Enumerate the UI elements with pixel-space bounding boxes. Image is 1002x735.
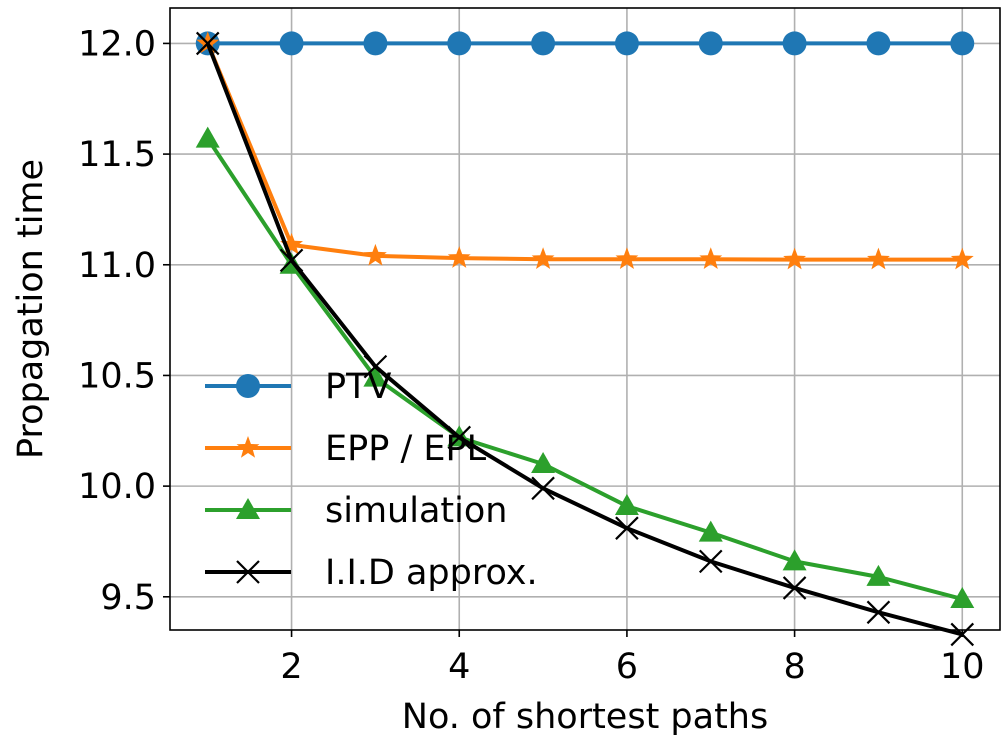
legend-label-epp-epl: EPP / EPL — [325, 429, 487, 469]
data-point-ptv — [782, 31, 807, 56]
data-point-i-i-d-approx — [531, 476, 555, 501]
grid — [170, 8, 1000, 630]
data-point-epp-epl — [783, 247, 807, 270]
data-point-i-i-d-approx — [195, 31, 220, 56]
data-point-ptv — [950, 31, 975, 56]
x-tick-label: 4 — [448, 647, 470, 687]
x-tick-label: 8 — [783, 647, 805, 687]
y-tick-label: 11.0 — [78, 246, 156, 286]
x-tick-label: 2 — [280, 647, 302, 687]
data-point-epp-epl — [950, 247, 974, 270]
series-ptv — [195, 31, 975, 56]
series-line-simulation — [206, 137, 963, 601]
legend-item-ptv: PTV — [205, 367, 391, 407]
y-tick-label: 11.5 — [78, 135, 156, 175]
legend-item-epp-epl: EPP / EPL — [205, 429, 487, 469]
data-point-simulation — [782, 549, 807, 571]
data-point-ptv — [447, 31, 472, 56]
y-tick-label: 9.5 — [100, 578, 156, 618]
plot-frame — [169, 7, 1001, 631]
x-axis-title: No. of shortest paths — [402, 697, 768, 735]
data-point-i-i-d-approx — [363, 354, 388, 379]
data-point-simulation — [698, 520, 723, 542]
series-line-epp-epl — [205, 42, 963, 262]
series-simulation — [195, 126, 975, 609]
data-point-simulation — [614, 494, 639, 516]
x-tick-label: 6 — [616, 647, 638, 687]
data-point-epp-epl — [363, 243, 387, 266]
data-point-i-i-d-approx — [866, 600, 891, 625]
data-point-simulation — [363, 365, 388, 387]
data-point-ptv — [363, 31, 388, 56]
data-point-simulation — [531, 451, 556, 473]
data-point-i-i-d-approx — [615, 516, 639, 540]
legend-label-i-i-d-approx: I.I.D approx. — [325, 553, 538, 593]
data-point-ptv — [614, 31, 639, 56]
legend-item-simulation: simulation — [205, 491, 507, 531]
axis-ticks: 2 4 6 8 10 9.5 10.0 10.5 11.0 11.5 12.0 — [78, 24, 984, 687]
legend-marker-epp-epl — [236, 436, 260, 458]
series-layer — [195, 31, 975, 647]
data-point-ptv — [531, 31, 556, 56]
data-point-epp-epl — [447, 246, 471, 268]
data-point-simulation — [195, 126, 220, 148]
data-point-i-i-d-approx — [782, 576, 807, 600]
y-tick-label: 10.0 — [78, 467, 156, 507]
y-tick-label: 10.5 — [78, 356, 156, 396]
x-tick-label: 10 — [940, 647, 985, 687]
legend-marker-simulation — [236, 498, 260, 519]
data-point-simulation — [866, 564, 891, 586]
data-point-epp-epl — [280, 232, 303, 255]
data-point-ptv — [698, 31, 723, 56]
data-point-i-i-d-approx — [279, 248, 304, 273]
data-point-i-i-d-approx — [698, 549, 723, 574]
legend: PTV EPP / EPL simulation I.I.D approx. — [205, 367, 538, 593]
series-line-i-i-d-approx — [205, 42, 963, 637]
data-point-epp-epl — [615, 247, 639, 269]
series-epp-epl — [196, 31, 974, 270]
series-i-i-d-approx — [195, 31, 975, 647]
data-point-ptv — [279, 31, 304, 56]
data-point-ptv — [866, 31, 891, 56]
legend-item-i-i-d-approx: I.I.D approx. — [205, 553, 538, 593]
legend-marker-i-i-d-approx — [236, 560, 260, 584]
data-point-epp-epl — [699, 247, 723, 269]
data-point-simulation — [950, 587, 975, 609]
legend-label-simulation: simulation — [325, 491, 507, 531]
y-axis-title: Propagation time — [11, 159, 51, 459]
y-tick-label: 12.0 — [78, 24, 156, 64]
legend-marker-ptv — [236, 374, 260, 398]
data-point-i-i-d-approx — [447, 425, 472, 450]
data-point-epp-epl — [867, 247, 890, 270]
data-point-epp-epl — [531, 247, 555, 269]
legend-label-ptv: PTV — [325, 367, 391, 407]
